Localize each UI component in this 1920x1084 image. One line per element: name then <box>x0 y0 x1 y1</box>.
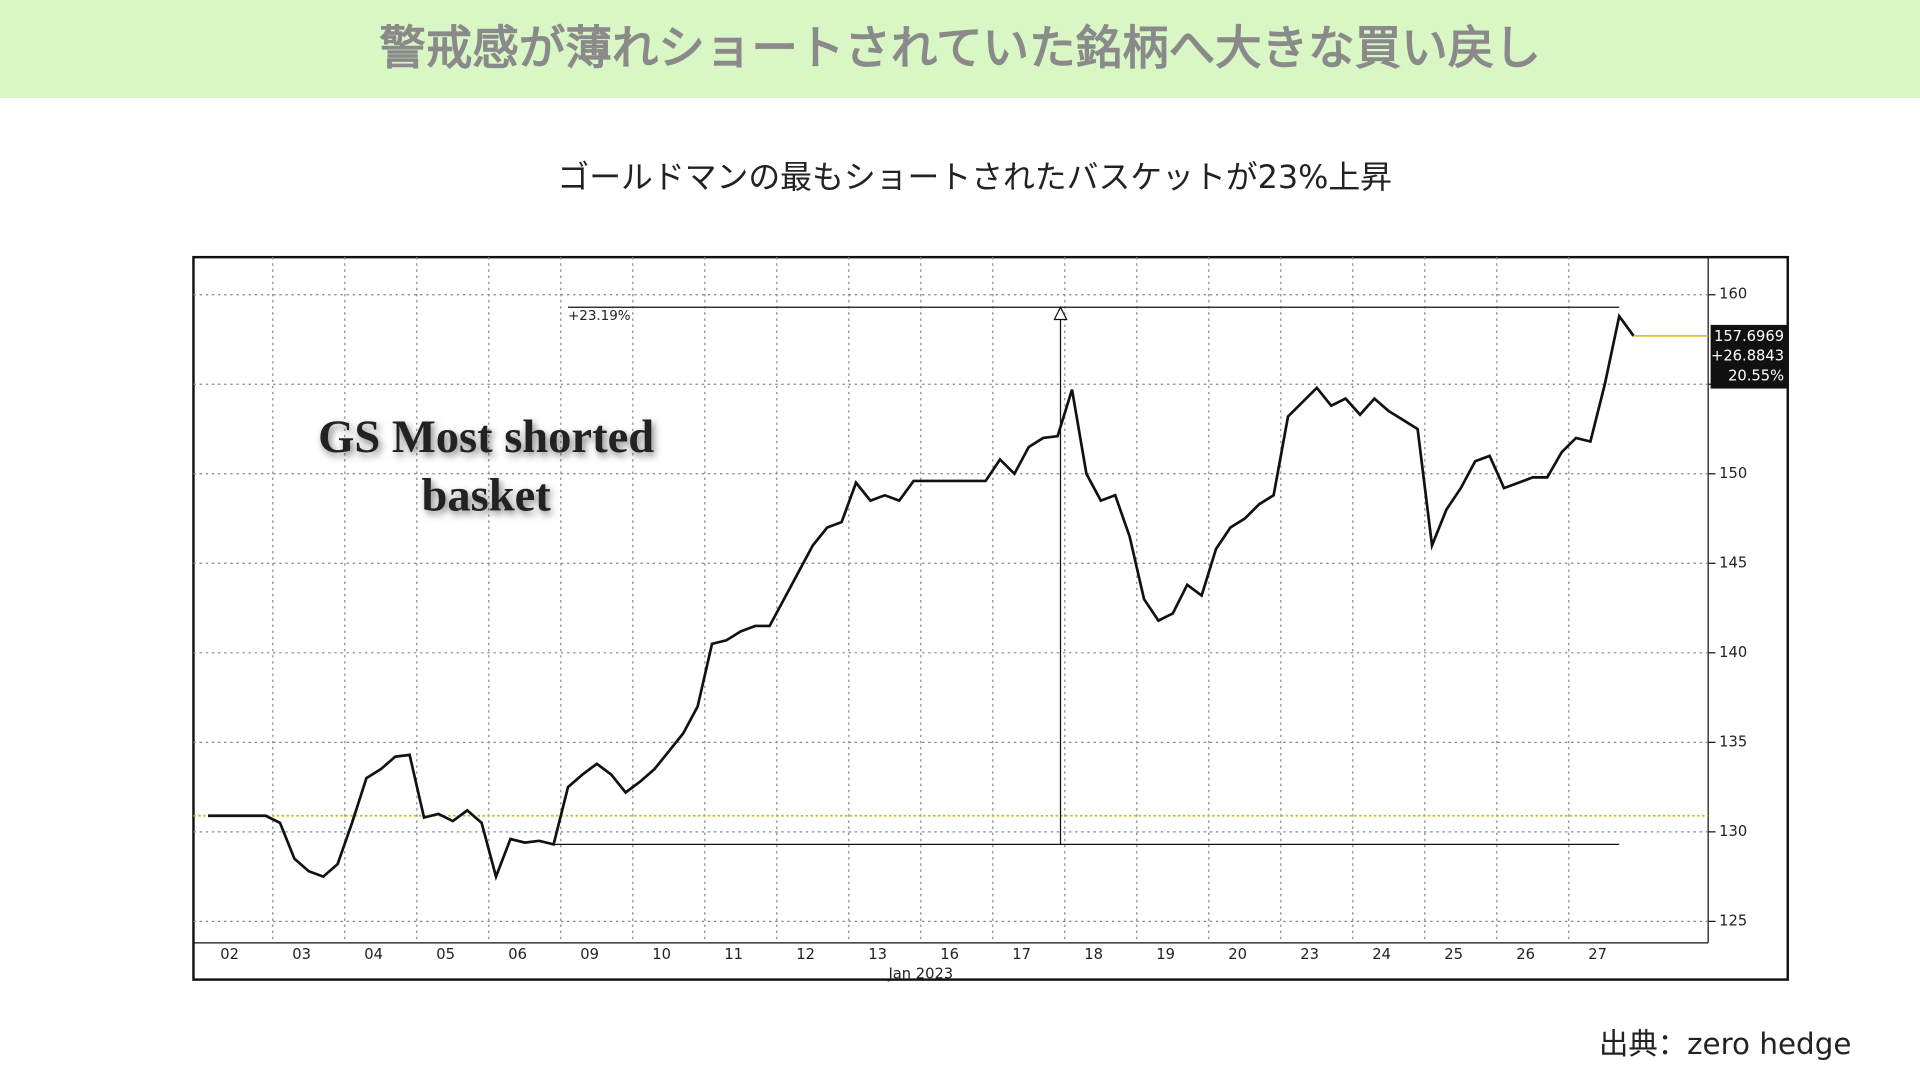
annotation: GS Most shorted basket <box>318 411 654 521</box>
last-value-box <box>1710 324 1788 389</box>
last-value-label: 157.6969 <box>1714 328 1784 345</box>
source: 出典：zero hedge <box>1599 1027 1851 1061</box>
y-tick-label: 130 <box>1719 823 1747 840</box>
x-tick-label: 02 <box>220 946 239 963</box>
measure-arrowhead <box>1053 305 1068 321</box>
x-tick-label: 18 <box>1084 946 1103 963</box>
y-tick-label: 150 <box>1719 465 1747 482</box>
x-tick-label: 12 <box>796 946 815 963</box>
x-tick-label: 25 <box>1444 946 1463 963</box>
x-tick-label: 26 <box>1516 946 1535 963</box>
chart-frame <box>192 255 1789 981</box>
x-tick-label: 24 <box>1372 946 1391 963</box>
page-title: 警戒感が薄れショートされていた銘柄へ大きな買い戻し <box>379 21 1541 75</box>
x-tick-label: 27 <box>1588 946 1607 963</box>
y-tick-label: 160 <box>1719 286 1747 303</box>
x-tick-label: 09 <box>580 946 599 963</box>
last-value-label: +26.8843 <box>1711 348 1784 365</box>
x-tick-label: 20 <box>1228 946 1247 963</box>
y-tick-label: 145 <box>1719 554 1747 571</box>
x-tick-label: 05 <box>436 946 455 963</box>
last-value-label: 20.55% <box>1728 367 1784 384</box>
x-tick-label: 10 <box>652 946 671 963</box>
chart-title: ゴールドマンの最もショートされたバスケットが23%上昇 <box>557 158 1392 196</box>
x-tick-label: 06 <box>508 946 527 963</box>
y-tick-label: 125 <box>1719 912 1747 929</box>
x-tick-label: 19 <box>1156 946 1175 963</box>
x-tick-label: 04 <box>364 946 383 963</box>
y-tick-label: 140 <box>1719 644 1747 661</box>
x-axis-label: Jan 2023 <box>887 966 953 983</box>
line <box>208 312 1635 881</box>
header-band <box>0 0 1920 98</box>
y-tick-label: 135 <box>1719 733 1747 750</box>
measure-label: +23.19% <box>568 309 631 324</box>
x-tick-label: 23 <box>1300 946 1319 963</box>
x-tick-label: 13 <box>868 946 887 963</box>
x-tick-label: 17 <box>1012 946 1031 963</box>
x-tick-label: 03 <box>292 946 311 963</box>
x-tick-label: 11 <box>724 946 743 963</box>
x-tick-label: 16 <box>940 946 959 963</box>
